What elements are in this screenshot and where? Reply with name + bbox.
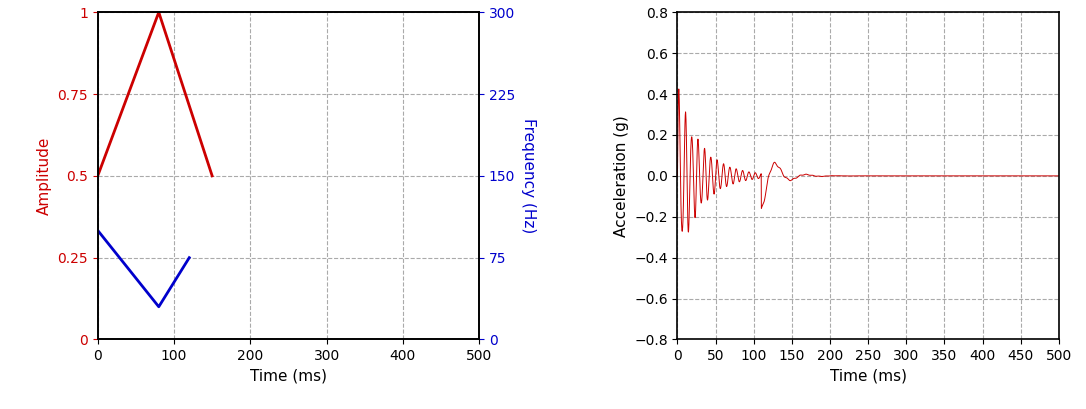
Y-axis label: Acceleration (g): Acceleration (g) bbox=[614, 115, 629, 237]
X-axis label: Time (ms): Time (ms) bbox=[250, 369, 327, 384]
Y-axis label: Amplitude: Amplitude bbox=[37, 137, 52, 215]
X-axis label: Time (ms): Time (ms) bbox=[830, 369, 907, 384]
Y-axis label: Frequency (Hz): Frequency (Hz) bbox=[521, 118, 536, 234]
